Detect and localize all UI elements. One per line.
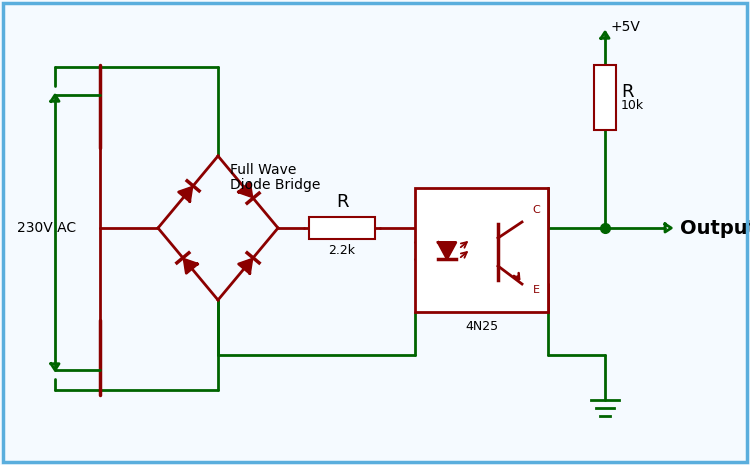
Text: R: R: [621, 82, 634, 100]
Text: +5V: +5V: [610, 20, 640, 34]
Bar: [309, 217, 375, 239]
Text: 10k: 10k: [621, 99, 644, 112]
Polygon shape: [238, 259, 252, 273]
Bar: [594, 65, 616, 130]
Polygon shape: [184, 259, 197, 273]
Text: 4N25: 4N25: [465, 320, 498, 333]
Polygon shape: [178, 187, 192, 201]
Text: E: E: [533, 285, 540, 295]
Text: R: R: [336, 193, 348, 211]
Text: 230V AC: 230V AC: [17, 221, 76, 235]
Polygon shape: [438, 242, 456, 259]
Text: Full Wave: Full Wave: [230, 163, 296, 177]
Text: 2.2k: 2.2k: [328, 244, 356, 257]
Text: Diode Bridge: Diode Bridge: [230, 178, 320, 192]
Text: C: C: [532, 205, 540, 215]
Bar: [415, 188, 548, 312]
Text: Output: Output: [680, 219, 750, 238]
Polygon shape: [238, 183, 252, 197]
